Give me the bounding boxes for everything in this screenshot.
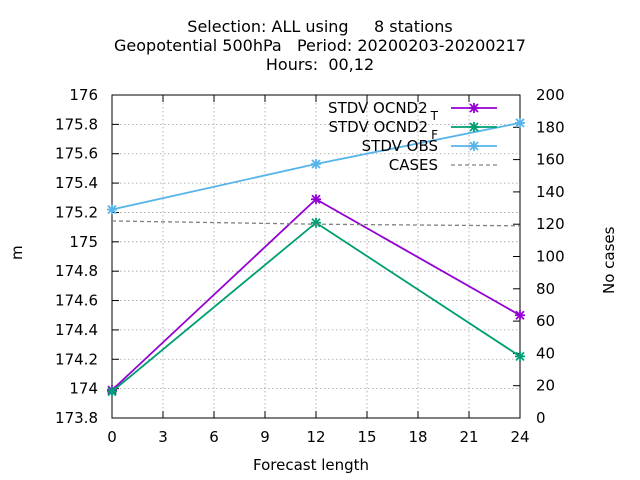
y-tick-label: 174 bbox=[69, 380, 98, 398]
series-point-0 bbox=[515, 310, 525, 321]
y-tick-label: 173.8 bbox=[55, 409, 98, 427]
y-tick-label: 174.6 bbox=[55, 292, 98, 310]
y2-axis-title: No cases bbox=[600, 226, 618, 294]
y-tick-label: 176 bbox=[69, 86, 98, 104]
series-point-2 bbox=[311, 159, 321, 170]
y-tick-label: 175.2 bbox=[55, 203, 98, 221]
y2-tick-label: 100 bbox=[536, 248, 565, 266]
legend-marker-1 bbox=[469, 122, 479, 132]
y2-tick-label: 120 bbox=[536, 215, 565, 233]
x-tick-label: 6 bbox=[209, 428, 219, 446]
y2-tick-label: 60 bbox=[536, 312, 555, 330]
y2-tick-label: 80 bbox=[536, 280, 555, 298]
x-tick-label: 15 bbox=[357, 428, 376, 446]
series-line-3 bbox=[111, 220, 521, 227]
y2-tick-label: 40 bbox=[536, 344, 555, 362]
series-point-1 bbox=[311, 217, 321, 228]
legend-label-3: CASES bbox=[389, 156, 438, 174]
y-tick-label: 174.2 bbox=[55, 350, 98, 368]
y-tick-label: 174.4 bbox=[55, 321, 98, 339]
y-tick-label: 174.8 bbox=[55, 262, 98, 280]
legend-marker-2 bbox=[469, 141, 479, 151]
y2-tick-label: 160 bbox=[536, 151, 565, 169]
x-tick-label: 3 bbox=[158, 428, 168, 446]
series-point-0 bbox=[311, 194, 321, 205]
series-point-1 bbox=[107, 386, 117, 397]
legend-label-2: STDV OBS bbox=[362, 137, 438, 155]
series-point-2 bbox=[107, 204, 117, 215]
x-tick-label: 21 bbox=[459, 428, 478, 446]
y-tick-label: 175.6 bbox=[55, 145, 98, 163]
series-point-2 bbox=[515, 117, 525, 128]
y-axis-title: m bbox=[8, 245, 26, 260]
y2-tick-label: 200 bbox=[536, 86, 565, 104]
x-tick-label: 0 bbox=[107, 428, 117, 446]
title-line-1: Selection: ALL using 8 stations bbox=[187, 17, 453, 36]
y-tick-label: 175.8 bbox=[55, 115, 98, 133]
x-tick-label: 12 bbox=[306, 428, 325, 446]
title-line-2: Geopotential 500hPa Period: 20200203-202… bbox=[114, 36, 526, 55]
legend-marker-0 bbox=[469, 103, 479, 113]
x-tick-label: 24 bbox=[510, 428, 529, 446]
x-tick-label: 9 bbox=[260, 428, 270, 446]
y-tick-label: 175 bbox=[69, 233, 98, 251]
x-axis-title: Forecast length bbox=[253, 456, 370, 474]
y2-tick-label: 140 bbox=[536, 183, 565, 201]
x-tick-label: 18 bbox=[408, 428, 427, 446]
y2-tick-label: 180 bbox=[536, 118, 565, 136]
title-line-3: Hours: 00,12 bbox=[265, 55, 375, 74]
y2-tick-label: 0 bbox=[536, 409, 546, 427]
y-tick-label: 175.4 bbox=[55, 174, 98, 192]
series-point-1 bbox=[515, 351, 525, 362]
y2-tick-label: 20 bbox=[536, 377, 555, 395]
